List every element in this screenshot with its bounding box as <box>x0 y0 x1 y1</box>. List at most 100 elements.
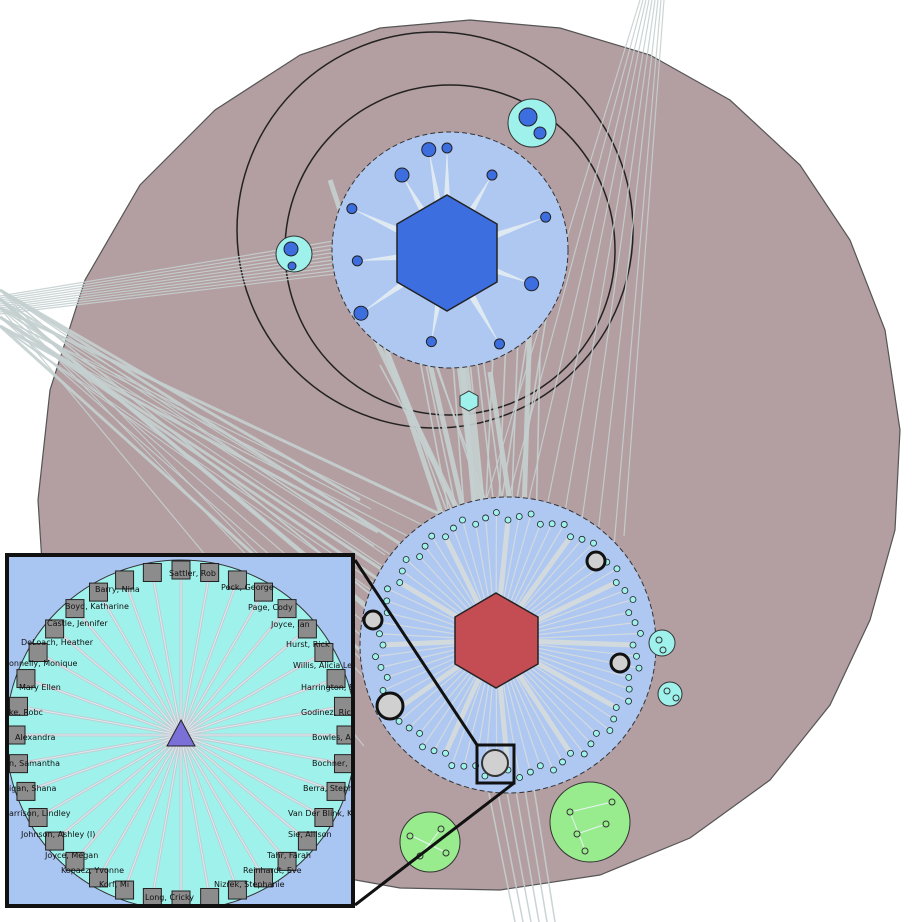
green-node[interactable] <box>566 808 574 816</box>
member-square <box>9 754 29 774</box>
ring-node <box>625 685 633 693</box>
bridge-node-cyan[interactable] <box>459 390 479 412</box>
member-label[interactable]: n, Samantha <box>9 759 61 768</box>
member-label[interactable]: Hurst, Rick <box>286 640 330 649</box>
member-label[interactable]: Long, Cricky <box>145 893 195 902</box>
top-cluster-nodes <box>346 142 552 350</box>
satellite-node[interactable] <box>659 646 667 654</box>
member-label[interactable]: onnelly, Monique <box>9 659 78 668</box>
member-label[interactable]: Page, Cody <box>248 603 293 612</box>
member-label[interactable]: igan, Shana <box>9 784 57 793</box>
satellite-group-right-lower[interactable] <box>657 681 683 707</box>
member-label[interactable]: Alexandra <box>15 733 56 742</box>
satellite-node[interactable] <box>655 636 663 644</box>
satellite-node[interactable] <box>663 687 671 695</box>
member-label[interactable]: Harrington, E <box>301 683 354 692</box>
satellite-group-right[interactable] <box>648 629 676 657</box>
member-label[interactable]: Willis, Alicia Leigh <box>293 661 355 670</box>
ring-node <box>631 619 639 626</box>
ring-node <box>428 532 436 540</box>
ring-node <box>560 521 568 528</box>
member-label[interactable]: Kopacz, Yvonne <box>61 866 124 875</box>
member-label[interactable]: Mary Ellen <box>19 683 61 692</box>
member-label[interactable]: Sie, Allison <box>288 830 332 839</box>
ring-node <box>550 766 557 774</box>
ring-node <box>567 749 574 757</box>
member-label[interactable]: Sattler, Rob <box>169 569 216 578</box>
member-square <box>45 619 65 639</box>
ring-node <box>536 762 544 770</box>
center-hub-red[interactable] <box>454 592 539 689</box>
ring-node <box>430 747 438 755</box>
member-square <box>89 868 108 888</box>
member-label[interactable]: Van Der Blink, Kiel <box>288 809 355 818</box>
member-label[interactable]: Bochner, R <box>312 759 355 768</box>
ring-node <box>402 556 410 563</box>
member-label[interactable]: ke, Robc <box>9 708 43 717</box>
inset-spoke <box>54 628 182 736</box>
inset-spoke <box>18 734 182 765</box>
inset-spoke <box>124 579 182 736</box>
member-label[interactable]: arrison, Lindley <box>9 809 71 818</box>
group-node[interactable] <box>585 550 607 572</box>
green-group-right[interactable] <box>549 781 631 863</box>
inset-spoke <box>74 608 182 736</box>
inset-spoke <box>180 579 238 736</box>
inset-spoke <box>180 734 337 792</box>
member-label[interactable]: DeLoach, Heather <box>21 638 94 647</box>
member-label[interactable]: Nizrek, Stephanie <box>214 880 285 889</box>
green-node[interactable] <box>573 830 581 838</box>
member-node <box>346 203 358 215</box>
member-label[interactable]: Godinez, Rick <box>301 708 355 717</box>
member-label[interactable]: Barry, Nina <box>95 585 140 594</box>
green-node[interactable] <box>602 820 610 828</box>
green-node[interactable] <box>406 832 414 840</box>
edge <box>0 263 389 313</box>
group-node[interactable] <box>609 652 631 674</box>
member-square <box>9 725 26 745</box>
green-node[interactable] <box>437 825 445 833</box>
ring-node <box>377 664 385 671</box>
member-label[interactable]: Berra, Stephe <box>303 784 355 793</box>
member-square <box>200 563 220 583</box>
green-node[interactable] <box>442 849 450 857</box>
member-node <box>540 211 552 223</box>
member-square <box>333 696 351 716</box>
satellite-node[interactable] <box>533 126 547 140</box>
member-label[interactable]: Castle, Jennifer <box>47 619 108 628</box>
member-label[interactable]: Johnson, Ashley (I) <box>21 830 96 839</box>
center-hub-blue[interactable] <box>396 194 498 312</box>
group-node[interactable] <box>375 691 405 721</box>
ring-node <box>472 520 480 528</box>
member-label[interactable]: Bowles, An <box>312 733 355 742</box>
selected-node-frame[interactable] <box>475 743 516 785</box>
member-square <box>16 781 36 801</box>
satellite-node[interactable] <box>283 241 299 257</box>
member-label[interactable]: Peck, George <box>221 583 274 592</box>
satellite-node[interactable] <box>287 261 297 271</box>
inset-spoke <box>18 705 182 736</box>
inset-center-triangle[interactable] <box>166 718 196 747</box>
member-label[interactable]: Tahr, Farah <box>267 851 311 860</box>
inset-spoke <box>25 678 182 736</box>
inset-spoke <box>180 734 211 898</box>
ring-node <box>536 520 544 528</box>
ring-node <box>629 641 637 649</box>
ring-node <box>383 597 391 605</box>
member-node <box>421 142 437 158</box>
group-node[interactable] <box>362 609 384 631</box>
member-label[interactable]: Joyce, Ian <box>271 620 310 629</box>
member-label[interactable]: Joyce, Megan <box>45 851 99 860</box>
satellite-node[interactable] <box>672 694 680 702</box>
selected-node[interactable] <box>481 749 509 777</box>
member-square <box>314 643 334 662</box>
edge <box>569 0 656 606</box>
member-label[interactable]: Boyd, Katharine <box>65 602 129 611</box>
green-group-left[interactable] <box>399 811 461 873</box>
satellite-node[interactable] <box>518 107 538 127</box>
member-label[interactable]: Reinhardt, Eve <box>243 866 302 875</box>
member-label[interactable]: Korf, Mi <box>99 880 130 889</box>
green-node[interactable] <box>581 847 589 855</box>
ring-node <box>559 758 566 766</box>
green-node[interactable] <box>608 798 616 806</box>
